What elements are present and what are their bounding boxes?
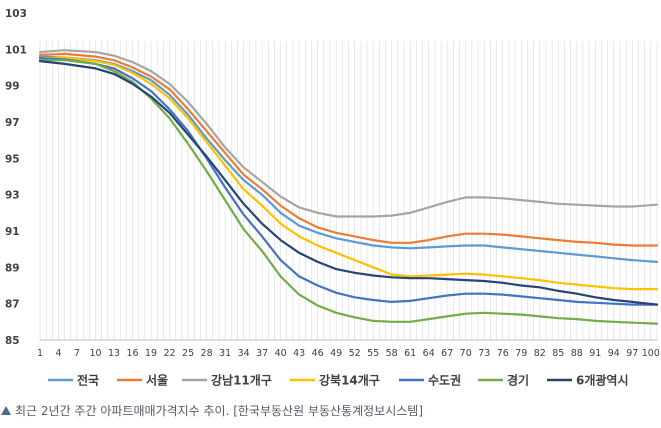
series-lines xyxy=(38,49,659,325)
x-tick-label: 100 xyxy=(642,348,660,359)
x-tick-label: 49 xyxy=(330,348,342,359)
x-tick-label: 43 xyxy=(293,348,305,359)
x-tick-label: 97 xyxy=(626,348,638,359)
x-axis-tick-labels: 1 4 7 10 13 16 19 22 25 28 31 34 37 40 43 46 49 52 55 58 61 6… xyxy=(37,348,660,359)
y-tick-label: 85 xyxy=(5,335,20,347)
legend-label: 경기 xyxy=(507,373,529,388)
series-line xyxy=(38,60,659,306)
x-tick-label: 16 xyxy=(127,348,139,359)
legend-label: 수도권 xyxy=(428,374,461,388)
x-tick-label: 37 xyxy=(256,348,268,359)
y-tick-label: 99 xyxy=(5,81,20,93)
x-tick-label: 28 xyxy=(201,348,213,359)
x-tick-label: 7 xyxy=(74,348,80,359)
x-tick-label: 55 xyxy=(367,348,379,359)
y-tick-label: 101 xyxy=(5,44,27,56)
series-line xyxy=(38,59,659,325)
x-tick-label: 94 xyxy=(608,348,620,359)
y-tick-label: 89 xyxy=(5,262,20,274)
series-line xyxy=(38,49,659,218)
y-tick-label: 97 xyxy=(5,117,20,129)
vertical-gridlines xyxy=(39,41,658,340)
x-tick-label: 67 xyxy=(441,348,453,359)
series-line xyxy=(38,56,659,291)
y-tick-label: 91 xyxy=(5,226,20,238)
legend-label: 서울 xyxy=(146,373,168,388)
line-chart: 85 87 89 91 93 95 97 99 101 103 1 4 7 10 13 16 19 22 25 28… xyxy=(5,8,660,388)
x-tick-label: 82 xyxy=(534,348,546,359)
figure-caption: 최근 2년간 주간 아파트매매가격지수 추이. [한국부동산원 부동산통계정보시… xyxy=(0,402,423,419)
legend-label: 강남11개구 xyxy=(211,373,272,388)
series-line xyxy=(38,57,659,306)
x-tick-label: 79 xyxy=(515,348,527,359)
triangle-up-icon xyxy=(1,406,11,415)
x-tick-label: 70 xyxy=(460,348,472,359)
y-tick-label: 95 xyxy=(5,153,20,165)
legend: 전국 서울 강남11개구 강북14개구 수도권 경기 6개광역시 xyxy=(48,373,629,388)
x-tick-label: 4 xyxy=(55,348,61,359)
x-tick-label: 64 xyxy=(423,348,435,359)
x-tick-label: 25 xyxy=(182,348,194,359)
x-tick-label: 58 xyxy=(386,348,398,359)
x-tick-label: 73 xyxy=(478,348,490,359)
legend-label: 전국 xyxy=(77,373,99,388)
x-tick-label: 13 xyxy=(108,348,120,359)
legend-label: 6개광역시 xyxy=(576,373,629,388)
x-tick-label: 76 xyxy=(497,348,509,359)
series-line xyxy=(38,52,659,247)
x-tick-label: 31 xyxy=(219,348,231,359)
x-tick-label: 40 xyxy=(275,348,287,359)
y-tick-label: 93 xyxy=(5,190,20,202)
y-tick-label: 103 xyxy=(5,8,27,20)
x-tick-label: 61 xyxy=(404,348,416,359)
x-tick-label: 52 xyxy=(349,348,361,359)
x-tick-label: 88 xyxy=(571,348,583,359)
x-tick-label: 19 xyxy=(145,348,157,359)
y-tick-label: 87 xyxy=(5,299,20,311)
x-tick-label: 85 xyxy=(552,348,564,359)
x-tick-label: 1 xyxy=(37,348,43,359)
x-tick-label: 46 xyxy=(312,348,324,359)
caption-text: 최근 2년간 주간 아파트매매가격지수 추이. [한국부동산원 부동산통계정보시… xyxy=(15,404,424,418)
x-tick-label: 10 xyxy=(89,348,101,359)
legend-label: 강북14개구 xyxy=(319,374,380,388)
y-axis-tick-labels: 85 87 89 91 93 95 97 99 101 103 xyxy=(5,8,27,347)
x-tick-label: 22 xyxy=(164,348,176,359)
series-line xyxy=(38,55,659,263)
x-tick-label: 34 xyxy=(238,348,250,359)
x-tick-label: 91 xyxy=(589,348,601,359)
